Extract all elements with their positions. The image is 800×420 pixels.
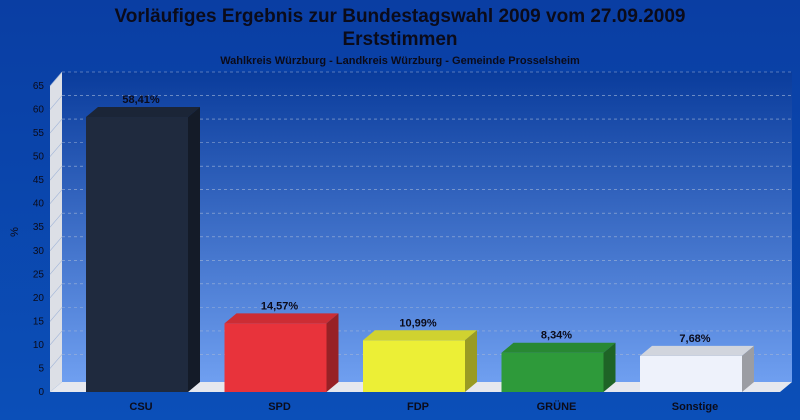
chart-title: Vorläufiges Ergebnis zur Bundestagswahl …	[115, 6, 686, 27]
gridline-side	[49, 236, 63, 251]
bar-top	[640, 345, 754, 356]
data-label: 58,41%	[122, 94, 160, 106]
bar-side	[465, 330, 477, 392]
gridline-side	[49, 71, 63, 87]
bar-grüne: 8,34%	[501, 330, 616, 392]
bar-front	[363, 340, 465, 392]
y-tick-label: 60	[33, 105, 45, 116]
bar-front	[640, 355, 742, 392]
bars: 58,41% 14,57% 10,99% 8,34% 7,68%	[86, 94, 754, 393]
bar-front	[86, 117, 188, 393]
y-tick-label: 30	[33, 246, 45, 257]
x-tick-label: FDP	[407, 401, 429, 413]
data-label: 8,34%	[541, 330, 572, 342]
gridline-side	[49, 283, 63, 299]
gridline-side	[49, 330, 63, 346]
chart-subtitle: Wahlkreis Würzburg - Landkreis Würzburg …	[220, 55, 580, 67]
y-tick-label: 55	[33, 128, 45, 139]
y-axis: 0 5 10 15 20 25 30 35 40 45 50 55 60 65	[33, 81, 45, 398]
y-tick-label: 15	[33, 316, 45, 327]
bar-csu: 58,41%	[86, 94, 200, 393]
x-tick-label: CSU	[129, 401, 152, 413]
bar-top	[501, 342, 616, 353]
y-tick-label: 5	[38, 363, 44, 374]
y-tick-label: 35	[33, 222, 45, 233]
gridline-side	[49, 142, 63, 157]
bar-front	[224, 323, 327, 392]
y-tick-label: 65	[33, 81, 45, 92]
bar-sonstige: 7,68%	[640, 333, 754, 392]
gridline-side	[49, 165, 63, 181]
bar-fdp: 10,99%	[363, 317, 477, 392]
gridline-side	[49, 354, 63, 369]
x-tick-label: GRÜNE	[537, 400, 577, 413]
y-tick-label: 20	[33, 293, 45, 304]
bar-top	[224, 313, 339, 324]
gridline-side	[49, 189, 63, 204]
gridline-side	[49, 307, 63, 322]
bar-top	[86, 107, 200, 118]
y-tick-label: 0	[38, 387, 44, 398]
bar-side	[188, 107, 200, 393]
gridline-side	[49, 95, 63, 110]
y-tick-label: 45	[33, 175, 45, 186]
y-tick-label: 10	[33, 340, 45, 351]
gridline-side	[49, 118, 63, 134]
y-tick-label: 50	[33, 152, 45, 163]
bar-front	[501, 352, 604, 392]
bar-spd: 14,57%	[224, 300, 339, 392]
chart-title-2: Erststimmen	[342, 29, 457, 50]
bar-top	[363, 330, 477, 341]
bar-side	[603, 342, 616, 392]
x-tick-label: Sonstige	[672, 401, 718, 413]
y-tick-label: 40	[33, 199, 45, 210]
data-label: 7,68%	[679, 333, 710, 345]
gridline-side	[49, 213, 63, 228]
bar-side	[742, 345, 754, 392]
plot-back-wall	[62, 72, 792, 382]
y-tick-label: 25	[33, 269, 45, 280]
gridline-side	[49, 260, 63, 275]
y-axis-label: %	[9, 227, 21, 237]
x-tick-label: SPD	[268, 401, 291, 413]
bar-side	[326, 313, 339, 392]
data-label: 14,57%	[261, 300, 299, 312]
x-axis: CSU SPD FDP GRÜNE Sonstige	[129, 400, 718, 413]
plot-left-wall	[50, 72, 62, 392]
data-label: 10,99%	[399, 317, 437, 329]
